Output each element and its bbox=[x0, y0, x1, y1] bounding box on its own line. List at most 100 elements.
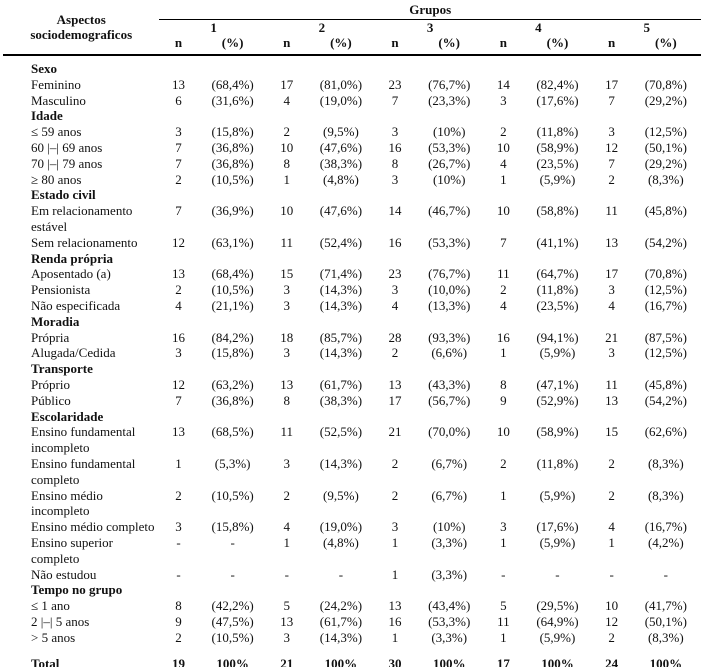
pct-value: (76,7%) bbox=[428, 76, 471, 92]
pct-value: (10%) bbox=[432, 519, 466, 535]
n-value: 3 bbox=[283, 345, 291, 361]
n-value: 15 bbox=[605, 424, 619, 440]
row-label: Próprio bbox=[31, 376, 70, 392]
table-row: 70 |–| 79 anos 7 (36,8%) 8 (38,3%) 8 (26,7%) 4 (… bbox=[3, 156, 701, 172]
pct-value: (13,3%) bbox=[428, 297, 471, 313]
pct-value: (58,9%) bbox=[536, 139, 579, 155]
n-value: - bbox=[176, 534, 181, 550]
n-value: 1 bbox=[175, 455, 182, 471]
pct-value: (54,2%) bbox=[644, 392, 687, 408]
n-value: 2 bbox=[500, 455, 507, 471]
n-value: 10 bbox=[605, 598, 619, 614]
table-row: Ensino superior completo - - 1 (4,8%) 1 (3,3%)… bbox=[3, 535, 701, 567]
table-row: Pensionista 2 (10,5%) 3 (14,3%) 3 (10,0%) 2 (11,… bbox=[3, 282, 701, 298]
n-value: 2 bbox=[283, 487, 291, 503]
pct-value: (87,5%) bbox=[644, 329, 687, 345]
n-value: - bbox=[609, 566, 614, 582]
n-value: 8 bbox=[500, 376, 507, 392]
pct-value: (9,5%) bbox=[323, 124, 359, 140]
group-2-header: 2 bbox=[318, 20, 326, 35]
n-value: 11 bbox=[605, 376, 618, 392]
table-row: Feminino 13 (68,4%) 17 (81,0%) 23 (76,7%) 14 (82… bbox=[3, 77, 701, 93]
row-label: Ensino médio completo bbox=[31, 519, 155, 535]
n-value: 2 bbox=[608, 455, 615, 471]
pct-value: (43,3%) bbox=[428, 376, 471, 392]
n-value: 16 bbox=[388, 139, 402, 155]
pct-value: (11,8%) bbox=[536, 455, 579, 471]
n-value: 2 bbox=[175, 282, 182, 298]
total-pct-value: 100% bbox=[630, 656, 701, 667]
section-title: Idade bbox=[31, 108, 63, 124]
n-value: 7 bbox=[608, 155, 615, 171]
pct-value: (61,7%) bbox=[319, 376, 363, 392]
pct-value: (11,8%) bbox=[536, 124, 579, 140]
n-value: 4 bbox=[391, 297, 399, 313]
n-value: 17 bbox=[605, 266, 619, 282]
pct-value: (3,3%) bbox=[431, 629, 468, 645]
pct-value: (3,3%) bbox=[431, 534, 468, 550]
row-label: Aposentado (a) bbox=[31, 266, 111, 282]
pct-value: (68,5%) bbox=[211, 424, 254, 440]
pct-value: (19,0%) bbox=[319, 92, 363, 108]
pct-value: (23,3%) bbox=[428, 92, 471, 108]
n-value: 15 bbox=[280, 266, 294, 282]
n-value: 4 bbox=[175, 297, 182, 313]
table-row: ≤ 1 ano 8 (42,2%) 5 (24,2%) 13 (43,4%) 5 (29,5%)… bbox=[3, 598, 701, 614]
pct-value: (8,3%) bbox=[647, 487, 684, 503]
n-value: 13 bbox=[280, 376, 294, 392]
pct-value: (62,6%) bbox=[644, 424, 687, 440]
pct-value: (85,7%) bbox=[319, 329, 363, 345]
n-value: 16 bbox=[388, 234, 402, 250]
n-value: 12 bbox=[171, 234, 185, 250]
pct-value: (10,5%) bbox=[211, 171, 254, 187]
pct-value: (9,5%) bbox=[323, 487, 359, 503]
n-value: 3 bbox=[391, 519, 399, 535]
table-row: Própria 16 (84,2%) 18 (85,7%) 28 (93,3%) 16 (94,… bbox=[3, 330, 701, 346]
pct-value: (47,6%) bbox=[319, 139, 363, 155]
pct-value: - bbox=[338, 566, 344, 582]
n-value: 23 bbox=[388, 266, 402, 282]
pct-value: (45,8%) bbox=[644, 376, 687, 392]
n-value: 11 bbox=[280, 234, 294, 250]
pct-value: (4,8%) bbox=[323, 171, 359, 187]
section-row: Transporte bbox=[3, 361, 701, 377]
n-value: 10 bbox=[496, 139, 510, 155]
table-row: 60 |–| 69 anos 7 (36,8%) 10 (47,6%) 16 (53,3%)… bbox=[3, 140, 701, 156]
n-value: - bbox=[176, 566, 181, 582]
pct-value: (24,2%) bbox=[319, 598, 363, 614]
pct-value: (5,9%) bbox=[539, 487, 576, 503]
table-body: Sexo Feminino 13 (68,4%) 17 (81,0%) 23 (76,7%) 1… bbox=[3, 55, 701, 645]
pct-value: (53,3%) bbox=[428, 139, 471, 155]
n-value: 21 bbox=[388, 424, 402, 440]
pct-value: (10,5%) bbox=[211, 487, 254, 503]
pct-value: (84,2%) bbox=[211, 329, 254, 345]
pct-value: (14,3%) bbox=[319, 297, 363, 313]
pct-value: - bbox=[230, 534, 235, 550]
row-label: ≤ 1 ano bbox=[31, 598, 70, 614]
n-value: 2 bbox=[175, 171, 182, 187]
n-value: 13 bbox=[605, 392, 619, 408]
pct-value: (8,3%) bbox=[647, 171, 684, 187]
pct-value: (63,1%) bbox=[211, 234, 254, 250]
n-value: 1 bbox=[608, 534, 615, 550]
section-title: Estado civil bbox=[31, 187, 96, 203]
n-value: 2 bbox=[608, 171, 615, 187]
n-value: 10 bbox=[280, 203, 294, 219]
n-value: 13 bbox=[171, 266, 185, 282]
total-row: Total 19 100% 21 100% 30 100% 17 100% 24… bbox=[3, 656, 701, 667]
pct-value: (82,4%) bbox=[536, 76, 579, 92]
n-value: 3 bbox=[608, 282, 615, 298]
pct-value: (29,2%) bbox=[644, 92, 687, 108]
section-title: Sexo bbox=[31, 61, 57, 76]
n-value: 14 bbox=[388, 203, 402, 219]
n-value: 7 bbox=[175, 203, 182, 219]
section-title: Escolaridade bbox=[31, 408, 104, 424]
row-label: 70 |–| 79 anos bbox=[31, 155, 103, 171]
n-value: 4 bbox=[283, 92, 291, 108]
aspect-column-header: Aspectos sociodemograficos bbox=[3, 2, 160, 56]
pct-value: (10,5%) bbox=[211, 282, 254, 298]
n-value: 23 bbox=[388, 76, 402, 92]
n-column-header: n bbox=[484, 35, 523, 56]
row-label: Sem relacionamento bbox=[31, 234, 138, 250]
pct-value: (36,8%) bbox=[211, 392, 254, 408]
